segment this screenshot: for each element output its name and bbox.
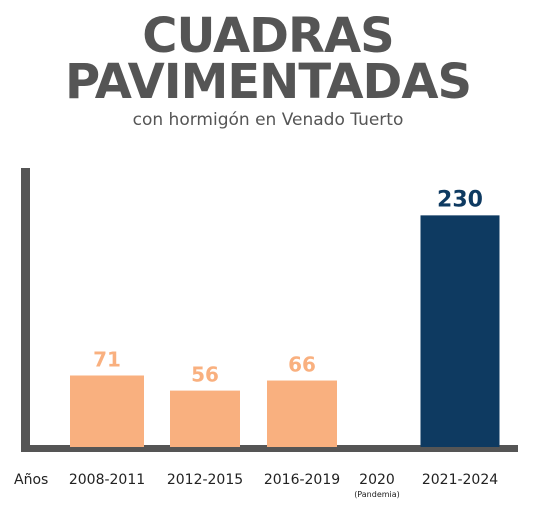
x-tick-label: 2016-2019 bbox=[264, 472, 340, 488]
data-label: 71 bbox=[93, 347, 121, 371]
x-axis-label: Años bbox=[14, 472, 48, 488]
chart-subtitle: con hormigón en Venado Tuerto bbox=[132, 110, 404, 130]
chart-title-line2: PAVIMENTADAS bbox=[64, 54, 472, 110]
data-label: 56 bbox=[191, 363, 219, 387]
x-tick-label: 2008-2011 bbox=[69, 472, 145, 488]
bar bbox=[70, 375, 144, 447]
bar bbox=[170, 390, 240, 447]
chart-title-line1: CUADRAS bbox=[142, 8, 394, 64]
x-tick-label: 2012-2015 bbox=[167, 472, 243, 488]
bar bbox=[267, 380, 337, 447]
data-label: 66 bbox=[288, 353, 316, 377]
bar bbox=[420, 215, 500, 447]
y-axis bbox=[21, 168, 30, 452]
data-label: 230 bbox=[437, 187, 483, 212]
x-axis bbox=[21, 445, 518, 452]
x-tick-label: 2021-2024 bbox=[422, 472, 498, 488]
x-tick-label: 2020 bbox=[359, 472, 395, 488]
x-tick-note: (Pandemia) bbox=[354, 490, 400, 499]
